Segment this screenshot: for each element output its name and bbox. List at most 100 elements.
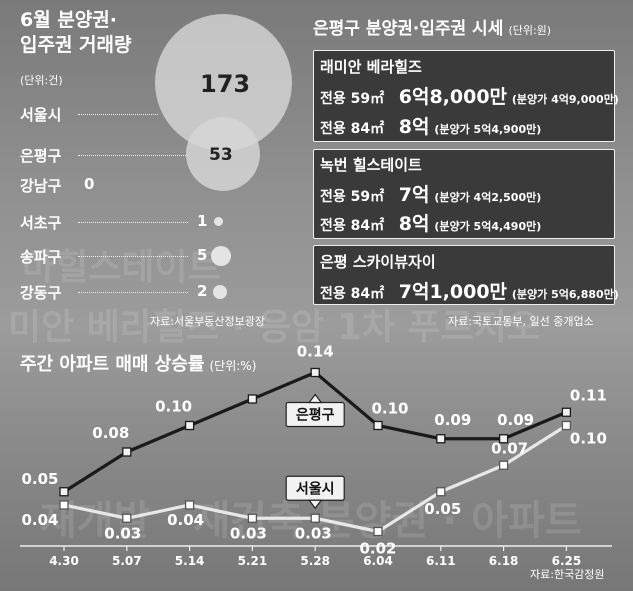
price-row: 전용 59㎡ 6억8,000만 (분양가 4억9,000만): [320, 82, 619, 109]
data-point: [436, 487, 446, 497]
region-label: 강남구: [20, 177, 62, 195]
presale: (분양가 5억4,490만): [434, 220, 542, 233]
data-label: 0.10: [155, 398, 192, 416]
price-row: 전용 84㎡ 8억 (분양가 5억4,490만): [320, 209, 541, 236]
bubble-value-seoul: 173: [200, 70, 251, 98]
x-tick-label: 6.18: [489, 554, 519, 568]
area: 전용 59㎡: [320, 189, 385, 205]
x-tick-label: 4.30: [49, 554, 79, 568]
data-point: [59, 487, 69, 497]
region-value: 0: [84, 175, 95, 193]
complex-card: [313, 149, 615, 239]
price: 8억: [398, 213, 430, 235]
data-label: 0.05: [424, 500, 461, 518]
series-line-eunpyeong: [63, 370, 568, 494]
background-text: 마힐스테이트: [22, 247, 221, 288]
data-point: [373, 420, 383, 431]
x-tick-label: 5.28: [300, 554, 330, 568]
leader-line: [78, 292, 188, 293]
region-value: 1: [197, 212, 208, 230]
bubble-gangdong: [213, 285, 227, 299]
right-title-text: 은평구 분양권·입주권 시세: [313, 19, 504, 39]
data-point: [436, 434, 446, 444]
x-tick-label: 6.25: [552, 554, 582, 568]
data-point: [59, 500, 69, 510]
data-label: 0.03: [104, 524, 141, 542]
region-value: 2: [197, 282, 208, 300]
complex-name: 래미안 베라힐즈: [320, 58, 422, 76]
presale: (분양가 4억9,000만): [511, 93, 619, 106]
price: 8억: [398, 116, 430, 138]
data-label: 0.11: [570, 386, 607, 404]
right-title: 은평구 분양권·입주권 시세 (단위:원): [313, 14, 551, 39]
x-tick-label: 6.04: [363, 554, 393, 568]
price: 7억1,000만: [398, 281, 508, 303]
bubble-seocho: [214, 217, 223, 226]
presale: (분양가 5억6,880만): [511, 288, 619, 301]
leader-line: [78, 222, 188, 223]
data-label: 0.04: [167, 511, 204, 529]
complex-card: [313, 245, 615, 305]
right-source: 자료:국토교통부, 일선 중개업소: [448, 315, 594, 328]
data-point: [561, 420, 572, 431]
leader-line: [78, 114, 158, 115]
chart-title: 주간 아파트 매매 상승률 (단위:%): [20, 350, 256, 376]
area: 전용 84㎡: [320, 121, 385, 137]
price: 6억8,000만: [398, 86, 508, 108]
right-unit: (단위:원): [508, 24, 552, 37]
price: 7억: [398, 184, 430, 206]
data-point: [184, 500, 195, 510]
complex-card: [313, 50, 615, 142]
left-unit: (단위:건): [20, 74, 63, 87]
area: 전용 84㎡: [320, 218, 385, 234]
data-label: 0.14: [297, 343, 334, 361]
bubble-songpa: [211, 246, 231, 266]
complex-name: 녹번 힐스테이트: [320, 156, 422, 174]
data-point: [247, 513, 258, 523]
bubble-value-eunpyeong: 53: [209, 145, 233, 165]
background-text: 미안 베라힐즈 · 응암 1차 푸르지오: [8, 307, 540, 348]
chart-source: 자료:한국감정원: [530, 568, 605, 581]
data-point: [310, 367, 320, 378]
presale: (분양가 5억4,900만): [434, 123, 542, 136]
region-label: 은평구: [20, 147, 62, 165]
data-label: 0.02: [359, 540, 396, 558]
data-point: [373, 526, 383, 537]
data-point: [561, 407, 572, 417]
presale: (분양가 4억2,500만): [434, 191, 542, 204]
bubble-eunpyeong: [186, 117, 260, 191]
data-label: 0.08: [92, 424, 129, 442]
region-value: 5: [197, 246, 208, 264]
data-label: 0.10: [371, 400, 408, 418]
data-label: 0.03: [295, 524, 332, 542]
series-tag-label: 은평구: [296, 407, 335, 424]
region-label: 강동구: [20, 284, 62, 302]
complex-name: 은평 스카이뷰자이: [320, 253, 436, 271]
series-tag-pointer: [308, 393, 323, 404]
price-row: 전용 84㎡ 7억1,000만 (분양가 5억6,880만): [320, 277, 619, 304]
series-tag-label: 서울시: [296, 480, 335, 497]
series-tag-pointer: [308, 499, 323, 510]
region-label: 서울시: [20, 106, 62, 124]
x-tick-label: 5.21: [238, 554, 268, 568]
price-row: 전용 84㎡ 8억 (분양가 5억4,900만): [320, 112, 541, 139]
area: 전용 84㎡: [320, 286, 385, 302]
left-title-line1: 6월 분양권·: [20, 9, 117, 31]
data-label: 0.05: [21, 470, 58, 488]
series-tag: 서울시: [285, 475, 345, 510]
leader-line: [78, 155, 188, 156]
leader-line: [78, 256, 188, 257]
x-tick-label: 5.14: [175, 554, 205, 568]
area: 전용 59㎡: [320, 91, 385, 107]
series-tag: 은평구: [285, 393, 345, 428]
data-label: 0.07: [491, 439, 528, 457]
chart-title-text: 주간 아파트 매매 상승률: [20, 354, 205, 375]
data-point: [498, 460, 509, 470]
data-point: [247, 394, 258, 404]
data-point: [310, 513, 320, 523]
data-label: 0.04: [21, 511, 58, 529]
data-label: 0.09: [434, 411, 471, 429]
data-label: 0.03: [230, 524, 267, 542]
